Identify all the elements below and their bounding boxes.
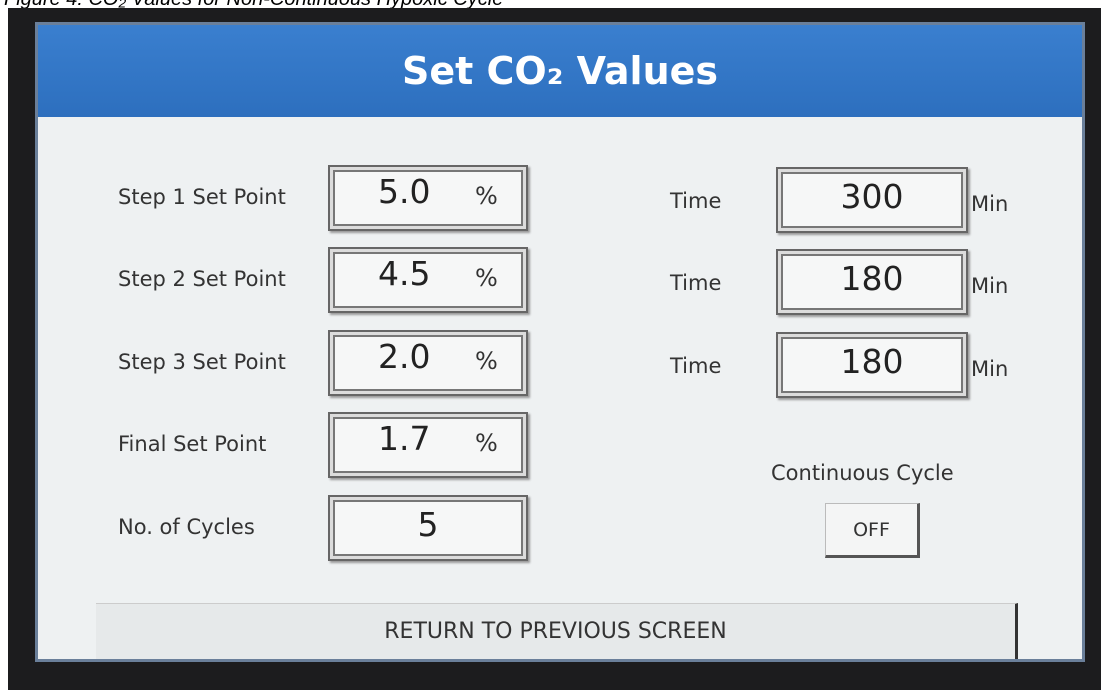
time-value: 300 bbox=[776, 177, 968, 216]
time-label: Time bbox=[670, 271, 721, 295]
field-label: Step 2 Set Point bbox=[118, 267, 286, 291]
continuous-cycle-button[interactable]: OFF bbox=[825, 503, 920, 558]
time-value: 180 bbox=[776, 342, 968, 381]
time-value: 180 bbox=[776, 259, 968, 298]
field-value: 4.5 bbox=[378, 254, 430, 293]
return-button[interactable]: RETURN TO PREVIOUS SCREEN bbox=[96, 603, 1018, 659]
field-label: No. of Cycles bbox=[118, 515, 255, 539]
field-label: Final Set Point bbox=[118, 432, 266, 456]
time-unit: Min bbox=[971, 357, 1008, 381]
time-label: Time bbox=[670, 189, 721, 213]
field-unit: % bbox=[475, 264, 498, 292]
field-value: 2.0 bbox=[378, 337, 430, 376]
field-unit: % bbox=[475, 182, 498, 210]
field-unit: % bbox=[475, 347, 498, 375]
time-unit: Min bbox=[971, 192, 1008, 216]
continuous-cycle-label: Continuous Cycle bbox=[771, 461, 954, 485]
screen: Set CO₂ Values Step 1 Set Point 5.0% Step … bbox=[35, 22, 1085, 662]
field-unit: % bbox=[475, 429, 498, 457]
time-unit: Min bbox=[971, 274, 1008, 298]
field-value: 5 bbox=[328, 505, 528, 544]
field-value: 5.0 bbox=[378, 172, 430, 211]
field-value: 1.7 bbox=[378, 419, 430, 458]
page: Figure 4: CO₂ Values for Non-Continuous … bbox=[0, 0, 1101, 690]
field-label: Step 1 Set Point bbox=[118, 185, 286, 209]
field-label: Step 3 Set Point bbox=[118, 350, 286, 374]
time-label: Time bbox=[670, 354, 721, 378]
header-title: Set CO₂ Values bbox=[38, 25, 1082, 117]
